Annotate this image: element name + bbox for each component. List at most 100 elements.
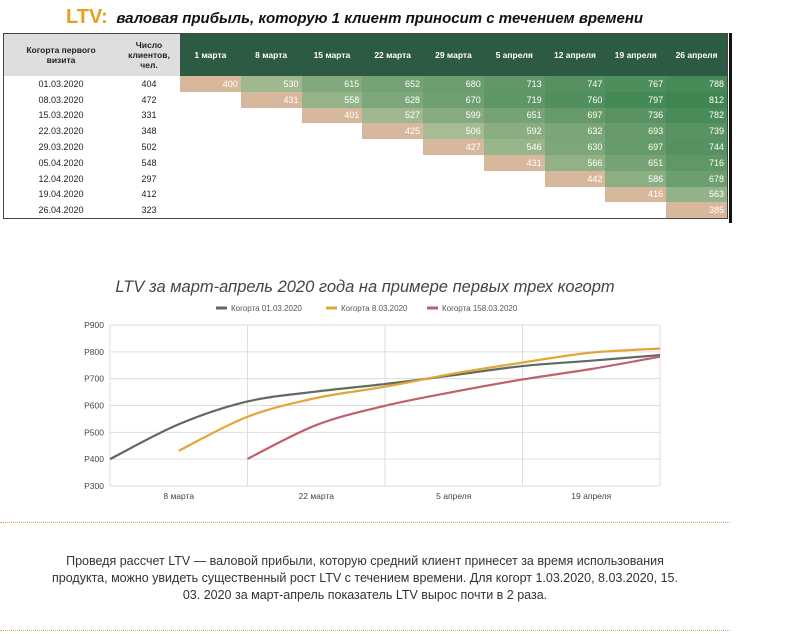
ltv-value-cell: [362, 171, 423, 187]
table-row: 15.03.2020 331 401 527 599 651 697 736 782: [4, 107, 727, 124]
ltv-value-cell: [241, 155, 302, 171]
column-header-cohort: Когорта первого визита: [4, 34, 118, 76]
ltv-value-cell: [241, 171, 302, 187]
ltv-chart: LTV за март-апрель 2020 года на примере …: [60, 265, 670, 515]
ltv-value-cell: [180, 187, 241, 203]
ltv-value-cell: [545, 187, 606, 203]
summary-line: Проведя рассчет LTV — валовой прибыли, к…: [66, 554, 664, 568]
title-ltv-label: LTV:: [66, 6, 108, 28]
ltv-value-cell: 401: [301, 107, 363, 124]
ltv-value-cell: 719: [483, 91, 545, 108]
ltv-value-cell: 782: [666, 107, 727, 124]
column-header-date: 5 апреля: [483, 34, 545, 76]
column-header-date: 1 марта: [180, 34, 241, 76]
summary-line: 03. 2020 за март-апрель показатель LTV в…: [182, 588, 548, 602]
ltv-value-cell: [362, 202, 423, 218]
ltv-value-cell: 797: [605, 91, 667, 108]
ltv-value-cell: 697: [544, 107, 606, 124]
ltv-value-cell: 632: [544, 123, 606, 140]
y-tick-label: Р300: [84, 481, 104, 491]
ltv-value-cell: 592: [483, 123, 545, 140]
ltv-value-cell: [180, 171, 241, 187]
column-header-date: 12 апреля: [544, 34, 606, 76]
legend-label: Когорта 8.03.2020: [341, 304, 408, 313]
ltv-value-cell: [241, 139, 302, 155]
ltv-value-cell: 651: [483, 107, 545, 124]
ltv-value-cell: [241, 187, 302, 203]
column-header-date: 8 марта: [240, 34, 302, 76]
ltv-value-cell: [180, 139, 241, 155]
ltv-value-cell: [180, 155, 241, 171]
ltv-value-cell: 385: [666, 202, 727, 219]
ltv-value-cell: [423, 155, 484, 171]
ltv-line-chart: LTV за март-апрель 2020 года на примере …: [84, 278, 661, 501]
ltv-value-cell: [302, 123, 363, 139]
clients-count-cell: 323: [118, 202, 180, 219]
ltv-value-cell: [302, 139, 363, 155]
ltv-value-cell: 427: [423, 139, 484, 155]
ltv-value-cell: 431: [483, 154, 545, 171]
table-header-row: Когорта первого визита Число клиентов, ч…: [4, 34, 727, 76]
x-tick-label: 22 марта: [299, 491, 335, 501]
clients-count-cell: 472: [141, 94, 157, 105]
ltv-value-cell: [180, 92, 241, 108]
ltv-value-cell: [180, 123, 241, 139]
ltv-value-cell: 767: [605, 76, 667, 92]
chart-title: LTV за март-апрель 2020 года на примере …: [115, 278, 614, 296]
y-tick-label: Р400: [84, 454, 104, 464]
ltv-value-cell: 812: [666, 91, 727, 108]
ltv-value-cell: 788: [666, 76, 727, 92]
ltv-value-cell: 566: [544, 154, 606, 171]
cohort-date-cell: 22.03.2020: [38, 126, 84, 137]
ltv-value-cell: 400: [180, 76, 241, 92]
ltv-value-cell: [362, 187, 423, 203]
clients-count-cell: 404: [118, 76, 180, 92]
section-divider: [0, 522, 730, 523]
ltv-value-cell: [423, 187, 484, 203]
ltv-value-cell: 670: [423, 91, 484, 108]
y-tick-label: Р900: [84, 320, 104, 330]
title-text: валовая прибыль, которую 1 клиент принос…: [116, 10, 644, 27]
ltv-value-cell: 558: [301, 91, 363, 108]
ltv-value-cell: 599: [423, 107, 484, 124]
y-tick-label: Р700: [84, 374, 104, 384]
column-header-clients: Число клиентов, чел.: [118, 34, 180, 76]
table-row: 19.04.2020 412 416 563: [4, 186, 727, 203]
y-tick-label: Р600: [84, 401, 104, 411]
ltv-value-cell: 628: [362, 91, 424, 108]
table-edge-divider: [729, 33, 732, 223]
table-row: 01.03.2020 404 400 530 615 652 680 713 747 767 788: [4, 76, 727, 92]
clients-count-cell: 331: [118, 107, 180, 124]
ltv-value-cell: [362, 155, 423, 171]
cohort-date-cell: 08.03.2020: [38, 94, 84, 105]
ltv-value-cell: [302, 155, 363, 171]
ltv-value-cell: [605, 202, 666, 218]
column-header-date: 19 апреля: [605, 34, 667, 76]
ltv-value-cell: 744: [666, 139, 727, 155]
cohort-date-cell: 01.03.2020: [4, 76, 118, 92]
x-tick-label: 5 апреля: [436, 491, 472, 501]
cohort-date-cell: 26.04.2020: [4, 202, 118, 219]
cohort-date-cell: 05.04.2020: [38, 157, 84, 168]
ltv-value-cell: 693: [605, 123, 667, 140]
cohort-date-cell: 29.03.2020: [4, 139, 118, 155]
ltv-value-cell: [362, 139, 423, 155]
column-header-date: 22 марта: [362, 34, 424, 76]
series-line: [178, 347, 661, 452]
table-row: 08.03.2020 472 431 558 628 670 719 760 797 812: [4, 91, 727, 108]
clients-count-cell: 348: [141, 126, 157, 137]
ltv-value-cell: 530: [240, 76, 302, 92]
table-row: 22.03.2020 348 425 506 592 632 693 739: [4, 123, 727, 140]
ltv-value-cell: [241, 202, 302, 218]
ltv-value-cell: 630: [544, 139, 606, 155]
ltv-value-cell: 697: [605, 139, 667, 155]
ltv-value-cell: 651: [605, 154, 667, 171]
y-tick-label: Р800: [84, 347, 104, 357]
column-header-date: 29 марта: [423, 34, 484, 76]
ltv-value-cell: 563: [666, 186, 727, 203]
ltv-value-cell: 716: [666, 154, 727, 171]
ltv-value-cell: [302, 202, 363, 218]
cohort-date-cell: 15.03.2020: [4, 107, 118, 124]
ltv-value-cell: 527: [362, 107, 424, 124]
ltv-value-cell: [180, 202, 241, 218]
